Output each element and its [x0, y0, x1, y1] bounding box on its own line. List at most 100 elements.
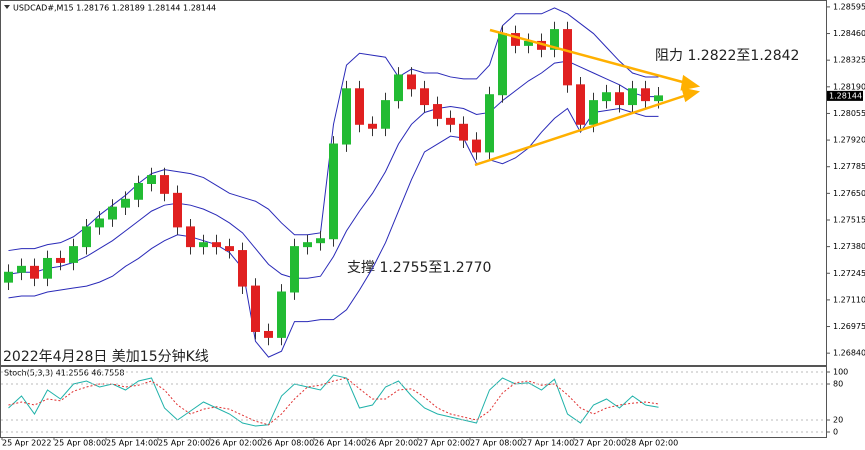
x-tick-label: 28 Apr 02:00: [626, 439, 678, 448]
candle-body: [498, 33, 507, 96]
candle-body: [30, 265, 39, 279]
candle-body: [628, 88, 637, 106]
y-tick-label: 1.27785: [833, 162, 865, 171]
candle-body: [407, 74, 416, 90]
x-tick-label: 27 Apr 08:00: [470, 439, 522, 448]
candle-body: [472, 139, 481, 153]
y-tick-label: 1.28055: [833, 109, 865, 118]
candle-body: [303, 242, 312, 248]
candle-body: [485, 94, 494, 153]
x-tick-label: 26 Apr 02:00: [210, 439, 262, 448]
candle-body: [576, 84, 585, 125]
candle-body: [563, 29, 572, 86]
y-tick-label: 1.27380: [833, 242, 865, 251]
stoch-panel: [0, 366, 827, 438]
candle-body: [121, 198, 130, 208]
y-tick-label: 0: [833, 428, 838, 437]
y-tick-label: 1.27245: [833, 269, 865, 278]
y-tick-label: 80: [833, 380, 843, 389]
candle-body: [394, 74, 403, 102]
candle-body: [290, 246, 299, 293]
y-tick-label: 1.26840: [833, 349, 865, 358]
bollinger-upper: [8, 7, 659, 252]
x-tick-label: 26 Apr 20:00: [366, 439, 418, 448]
chart-title: USDCAD#,M15 1.28176 1.28189 1.28144 1.28…: [13, 4, 216, 13]
stoch-title: Stoch(5,3,3) 41.2556 46.7558: [4, 369, 124, 378]
stoch-line: [8, 377, 659, 426]
candle-body: [342, 88, 351, 145]
symbol-icon: [4, 5, 10, 9]
x-tick-label: 25 Apr 20:00: [158, 439, 210, 448]
stoch-line: [8, 374, 659, 427]
x-tick-label: 26 Apr 08:00: [262, 439, 314, 448]
candle-body: [654, 95, 663, 102]
annotation: 阻力 1.2822至1.2842: [655, 48, 799, 64]
trend-line: [489, 28, 691, 86]
price-tag: [827, 90, 863, 101]
bollinger-lower: [8, 107, 659, 358]
candle-body: [251, 285, 260, 332]
candle-body: [108, 206, 117, 220]
price-tag-label: 1.28144: [829, 91, 862, 100]
candle-body: [4, 271, 13, 283]
candle-body: [134, 182, 143, 200]
x-tick-label: 25 Apr 08:00: [54, 439, 106, 448]
annotation: 支撑 1.2755至1.2770: [347, 260, 491, 276]
candle-body: [355, 88, 364, 125]
candle-body: [368, 123, 377, 129]
candle-body: [589, 100, 598, 125]
candle-body: [277, 291, 286, 338]
arrow: [680, 74, 701, 91]
y-tick-label: 1.28190: [833, 82, 865, 91]
candle-body: [381, 100, 390, 129]
candle-body: [615, 92, 624, 106]
candle-body: [511, 33, 520, 46]
candle-body: [56, 257, 65, 263]
candle-body: [212, 242, 221, 248]
candle-body: [69, 246, 78, 263]
x-tick-label: 27 Apr 14:00: [522, 439, 574, 448]
x-tick-label: 25 Apr 14:00: [106, 439, 158, 448]
candle-body: [446, 117, 455, 125]
y-tick-label: 1.28325: [833, 56, 865, 65]
candle-body: [160, 175, 169, 194]
bollinger-middle: [8, 60, 659, 279]
candle-body: [95, 218, 104, 228]
x-tick-label: 26 Apr 14:00: [314, 439, 366, 448]
y-tick-label: 20: [833, 416, 843, 425]
y-tick-label: 1.28460: [833, 29, 865, 38]
x-tick-label: 27 Apr 20:00: [574, 439, 626, 448]
candle-body: [433, 104, 442, 119]
candle-body: [316, 238, 325, 244]
x-tick-label: 25 Apr 2022: [2, 439, 51, 448]
y-tick-label: 1.27650: [833, 189, 865, 198]
candle-body: [43, 257, 52, 279]
triangle: [474, 28, 701, 167]
candle-body: [459, 123, 468, 141]
candle-body: [238, 250, 247, 287]
x-tick-label: 27 Apr 02:00: [418, 439, 470, 448]
candle-body: [225, 246, 234, 252]
annotation: 2022年4月28日 美加15分钟K线: [3, 348, 209, 365]
candle-body: [420, 88, 429, 106]
y-tick-label: 1.27515: [833, 215, 865, 224]
candle-body: [147, 175, 156, 184]
y-tick-label: 1.27920: [833, 136, 865, 145]
candle-body: [199, 242, 208, 248]
arrow: [681, 87, 700, 103]
y-tick-label: 1.27110: [833, 295, 865, 304]
trend-line: [474, 92, 691, 167]
y-tick-label: 1.26975: [833, 322, 865, 331]
y-tick-label: 1.28595: [833, 2, 865, 11]
candle-body: [641, 88, 650, 102]
candle-body: [17, 265, 26, 273]
candle-body: [82, 226, 91, 248]
candle-body: [329, 143, 338, 240]
y-tick-label: 100: [833, 368, 848, 377]
candle-body: [550, 29, 559, 50]
candle-body: [186, 226, 195, 248]
candle-body: [264, 330, 273, 338]
candle-body: [173, 192, 182, 228]
candle-body: [602, 92, 611, 102]
